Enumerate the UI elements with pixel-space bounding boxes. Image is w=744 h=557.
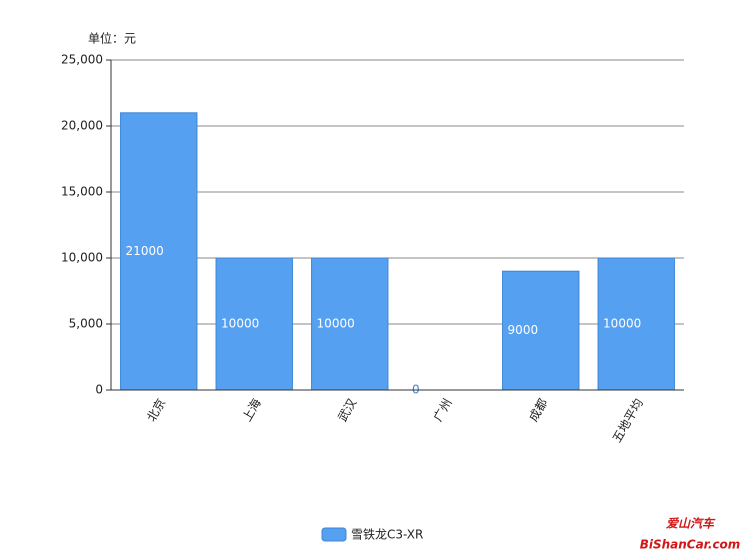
value-label: 21000 xyxy=(126,244,164,258)
value-label: 10000 xyxy=(603,317,641,331)
unit-label: 单位：元 xyxy=(88,31,136,46)
y-tick-label: 25,000 xyxy=(61,53,103,67)
x-tick-label: 成都 xyxy=(526,396,550,424)
watermark: BiShanCar.com xyxy=(640,538,741,552)
x-tick-label: 上海 xyxy=(239,396,264,424)
bar xyxy=(311,257,389,391)
x-tick-label: 北京 xyxy=(144,396,168,424)
legend-swatch xyxy=(321,527,347,542)
y-tick-label: 20,000 xyxy=(61,119,103,133)
x-tick-label: 五地平均 xyxy=(610,396,646,445)
y-tick-label: 15,000 xyxy=(61,185,103,199)
y-tick-label: 5,000 xyxy=(69,317,103,331)
value-label: 10000 xyxy=(317,317,355,331)
value-label: 9000 xyxy=(508,323,539,337)
y-tick-label: 0 xyxy=(95,383,103,397)
x-tick-label: 广州 xyxy=(431,396,455,424)
legend-label: 雪铁龙C3-XR xyxy=(351,528,423,542)
bar xyxy=(120,112,198,391)
bar xyxy=(215,257,293,391)
value-label: 10000 xyxy=(221,317,259,331)
x-tick-label: 武汉 xyxy=(335,396,359,424)
watermark: 爱山汽车 xyxy=(666,517,716,531)
y-tick-label: 10,000 xyxy=(61,251,103,265)
bar xyxy=(597,257,675,391)
